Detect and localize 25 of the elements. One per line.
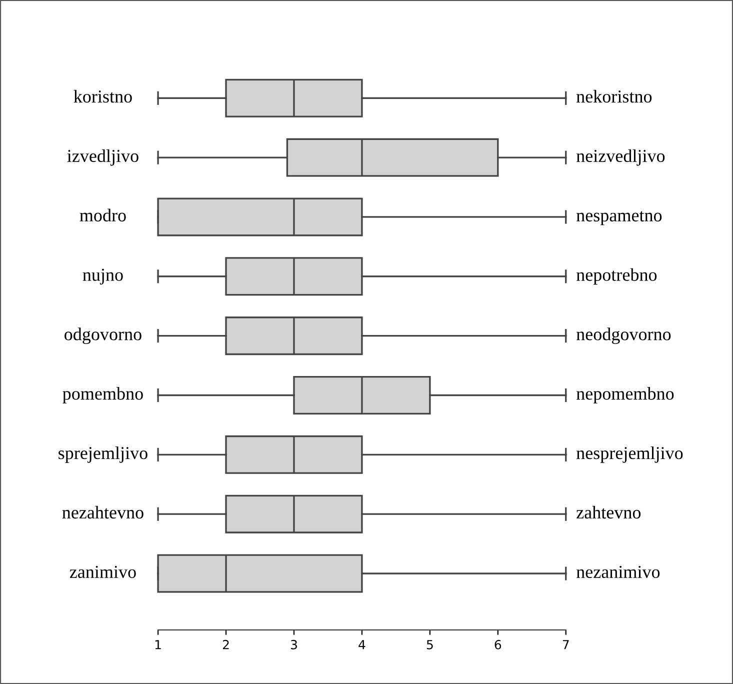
y-tick-label: nujno [82, 268, 123, 285]
x-tick-label: 4 [358, 640, 366, 650]
y2-tick-label: nepotrebno [576, 268, 657, 285]
x-tick-label: 7 [562, 640, 569, 650]
y2-tick-label: nekoristno [576, 90, 652, 103]
y-tick-label: pomembno [62, 387, 143, 404]
y2-tick-label: nepomembno [576, 387, 674, 404]
y-tick-label: koristno [74, 90, 132, 103]
y2-tick-label: zahtevno [576, 506, 641, 519]
y2-tick-label: nespametno [576, 211, 662, 226]
y2-tick-label: neizvedljivo [576, 149, 665, 166]
y-tick-label: sprejemljivo [58, 446, 148, 463]
y2-tick-label: neodgovorno [576, 328, 671, 344]
y2-tick-label: nezanimivo [576, 566, 660, 578]
x-tick-label: 2 [222, 640, 229, 650]
y-tick-label: zanimivo [70, 566, 136, 578]
x-tick-label: 6 [494, 640, 502, 650]
x-tick-label: 5 [426, 640, 433, 650]
x-tick-label: 1 [155, 640, 161, 650]
x-tick-label: 3 [290, 640, 297, 650]
y-tick-label: odgovorno [64, 328, 142, 344]
y-tick-label: izvedljivo [67, 149, 138, 166]
y2-tick-label: nesprejemljivo [576, 446, 683, 463]
y-tick-label: nezahtevno [62, 506, 144, 519]
y-tick-label: modro [80, 208, 126, 222]
